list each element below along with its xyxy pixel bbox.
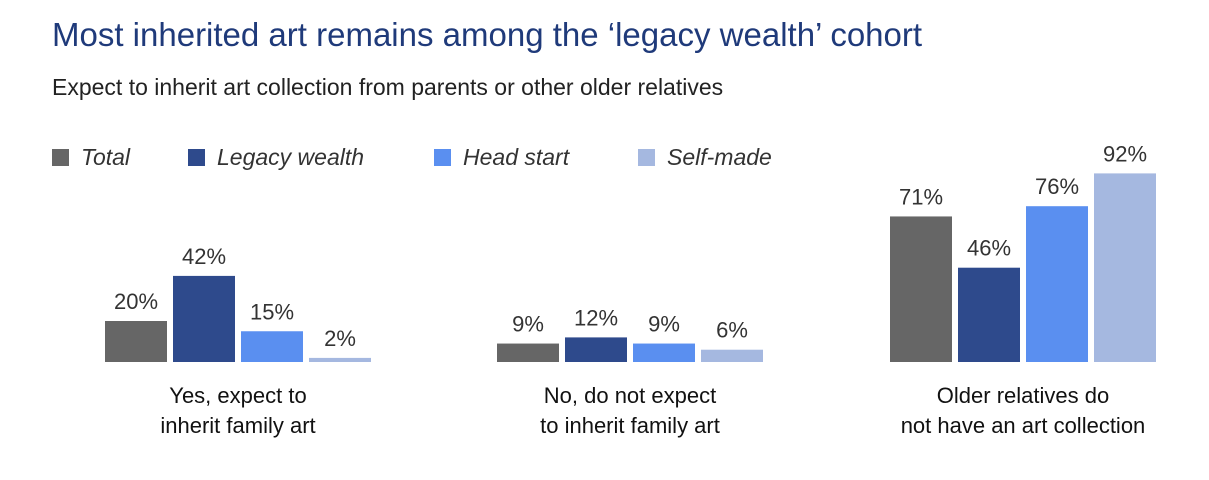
data-label-self-made-group-2: 6% (716, 318, 748, 343)
bar-head-start-group-2 (633, 343, 695, 362)
bar-legacy-wealth-group-1 (173, 275, 235, 362)
data-label-head-start-group-3: 76% (1035, 174, 1079, 199)
bar-total-group-3 (890, 216, 952, 362)
data-label-legacy-wealth-group-1: 42% (182, 244, 226, 269)
category-label-1-line-2: inherit family art (160, 413, 315, 438)
data-label-total-group-1: 20% (114, 289, 158, 314)
legend-item-legacy-wealth: Legacy wealth (188, 144, 364, 171)
legend-swatch-legacy-wealth (188, 149, 205, 166)
data-label-total-group-2: 9% (512, 312, 544, 337)
category-label-3-line-1: Older relatives do (937, 383, 1109, 408)
data-label-head-start-group-1: 15% (250, 299, 294, 324)
data-label-self-made-group-1: 2% (324, 326, 356, 351)
bar-head-start-group-1 (241, 331, 303, 362)
bar-head-start-group-3 (1026, 206, 1088, 362)
legend-item-head-start: Head start (434, 144, 569, 171)
legend-swatch-head-start (434, 149, 451, 166)
bar-self-made-group-2 (701, 349, 763, 362)
data-label-self-made-group-3: 92% (1103, 141, 1147, 166)
legend-swatch-total (52, 149, 69, 166)
category-label-1-line-1: Yes, expect to (169, 383, 306, 408)
data-label-legacy-wealth-group-3: 46% (967, 236, 1011, 261)
chart-title: Most inherited art remains among the ‘le… (52, 16, 923, 53)
data-label-total-group-3: 71% (899, 184, 943, 209)
bar-total-group-1 (105, 321, 167, 362)
category-label-2-line-1: No, do not expect (544, 383, 716, 408)
bar-legacy-wealth-group-3 (958, 267, 1020, 362)
legend-label-head-start: Head start (463, 144, 570, 170)
legend-label-self-made: Self-made (667, 144, 772, 170)
legend-item-total: Total (52, 144, 130, 171)
legend-label-legacy-wealth: Legacy wealth (217, 144, 365, 170)
chart-subtitle: Expect to inherit art collection from pa… (52, 74, 724, 100)
category-label-3-line-2: not have an art collection (901, 413, 1146, 438)
legend-swatch-self-made (638, 149, 655, 166)
category-label-2-line-2: to inherit family art (540, 413, 720, 438)
legend-label-total: Total (81, 144, 131, 170)
bar-self-made-group-1 (309, 357, 371, 362)
bar-total-group-2 (497, 343, 559, 362)
data-label-legacy-wealth-group-2: 12% (574, 305, 618, 330)
data-label-head-start-group-2: 9% (648, 312, 680, 337)
bar-self-made-group-3 (1094, 173, 1156, 362)
bar-legacy-wealth-group-2 (565, 337, 627, 362)
legend-item-self-made: Self-made (638, 144, 772, 171)
legend: Total Legacy wealth Head start Self-made (52, 144, 832, 174)
